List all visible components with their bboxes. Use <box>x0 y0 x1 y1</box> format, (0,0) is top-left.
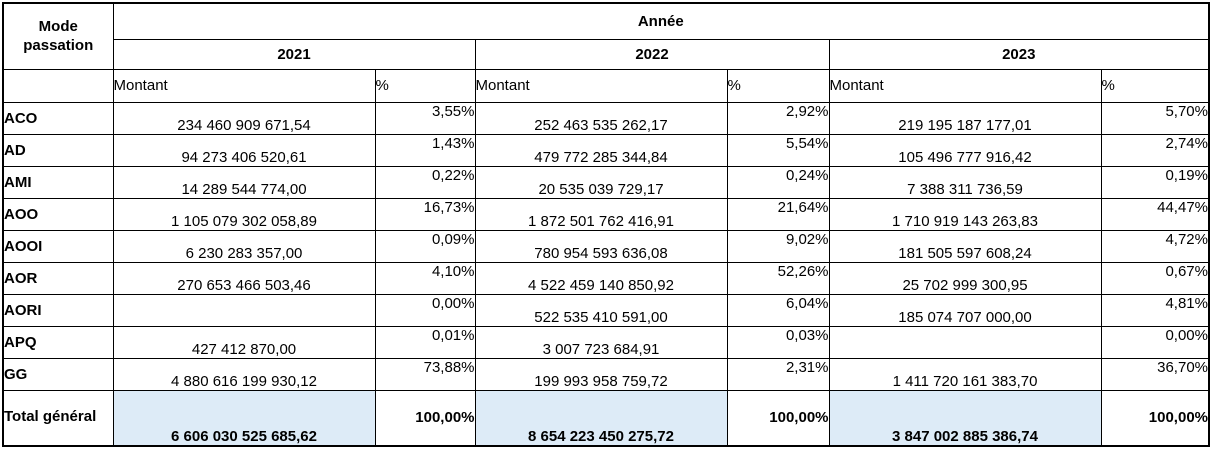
montant-cell: 219 195 187 177,01 <box>828 101 1102 135</box>
montant-cell: 25 702 999 300,95 <box>828 261 1102 295</box>
percent-cell: 6,04% <box>726 293 830 327</box>
year-header-2021: 2021 <box>112 38 476 70</box>
percent-cell: 0,09% <box>374 229 476 263</box>
percent-cell: 21,64% <box>726 197 830 231</box>
mode-cell: APQ <box>2 325 114 359</box>
corner-header-mode-passation: Mode passation <box>2 2 114 70</box>
percent-cell: 0,24% <box>726 165 830 199</box>
table-row: Montant % Montant % Montant % <box>2 68 1210 103</box>
table-row-aoo: AOO 1 105 079 302 058,89 16,73% 1 872 50… <box>2 197 1210 231</box>
percent-cell: 73,88% <box>374 357 476 391</box>
montant-cell: 7 388 311 736,59 <box>828 165 1102 199</box>
total-label-cell: Total général <box>2 389 114 447</box>
montant-cell: 780 954 593 636,08 <box>474 229 728 263</box>
percent-cell: 16,73% <box>374 197 476 231</box>
mode-cell: GG <box>2 357 114 391</box>
mode-cell: ACO <box>2 101 114 135</box>
percent-cell: 0,19% <box>1100 165 1210 199</box>
total-percent-cell: 100,00% <box>1100 389 1210 447</box>
percent-cell: 2,31% <box>726 357 830 391</box>
percent-cell: 36,70% <box>1100 357 1210 391</box>
montant-cell: 185 074 707 000,00 <box>828 293 1102 327</box>
percent-cell: 5,54% <box>726 133 830 167</box>
percent-cell: 52,26% <box>726 261 830 295</box>
total-montant-cell: 3 847 002 885 386,74 <box>828 389 1102 447</box>
percent-cell: 0,00% <box>1100 325 1210 359</box>
montant-cell: 479 772 285 344,84 <box>474 133 728 167</box>
montant-cell: 270 653 466 503,46 <box>112 261 376 295</box>
percent-cell: 4,72% <box>1100 229 1210 263</box>
percent-cell: 44,47% <box>1100 197 1210 231</box>
montant-cell: 6 230 283 357,00 <box>112 229 376 263</box>
total-montant-cell: 8 654 223 450 275,72 <box>474 389 728 447</box>
montant-cell: 1 105 079 302 058,89 <box>112 197 376 231</box>
mode-cell: AD <box>2 133 114 167</box>
mode-cell: AOR <box>2 261 114 295</box>
percent-cell: 4,81% <box>1100 293 1210 327</box>
montant-cell: 105 496 777 916,42 <box>828 133 1102 167</box>
montant-cell: 427 412 870,00 <box>112 325 376 359</box>
table-row: 2021 2022 2023 <box>3 38 1210 70</box>
mode-cell: AMI <box>2 165 114 199</box>
percent-cell: 0,01% <box>374 325 476 359</box>
table-row-ami: AMI 14 289 544 774,00 0,22% 20 535 039 7… <box>2 165 1210 199</box>
montant-cell: 522 535 410 591,00 <box>474 293 728 327</box>
percent-header-2021: % <box>374 68 476 103</box>
montant-cell: 1 411 720 161 383,70 <box>828 357 1102 391</box>
montant-cell: 252 463 535 262,17 <box>474 101 728 135</box>
montant-cell: 1 710 919 143 263,83 <box>828 197 1102 231</box>
total-percent-cell: 100,00% <box>726 389 830 447</box>
percent-cell: 0,67% <box>1100 261 1210 295</box>
montant-header-2021: Montant <box>112 68 376 103</box>
percent-cell: 1,43% <box>374 133 476 167</box>
table-row-total: Total général 6 606 030 525 685,62 100,0… <box>2 389 1210 447</box>
montant-cell: 4 880 616 199 930,12 <box>112 357 376 391</box>
mode-cell: AORI <box>2 293 114 327</box>
total-montant-cell: 6 606 030 525 685,62 <box>112 389 376 447</box>
empty-corner-cell <box>2 68 114 103</box>
mode-cell: AOO <box>2 197 114 231</box>
percent-cell: 4,10% <box>374 261 476 295</box>
table-row-aor: AOR 270 653 466 503,46 4,10% 4 522 459 1… <box>2 261 1210 295</box>
montant-cell: 234 460 909 671,54 <box>112 101 376 135</box>
percent-cell: 9,02% <box>726 229 830 263</box>
percent-cell: 0,22% <box>374 165 476 199</box>
percent-cell: 3,55% <box>374 101 476 135</box>
montant-cell: 199 993 958 759,72 <box>474 357 728 391</box>
montant-cell: 181 505 597 608,24 <box>828 229 1102 263</box>
montant-header-2022: Montant <box>474 68 728 103</box>
percent-cell: 2,74% <box>1100 133 1210 167</box>
montant-cell: 14 289 544 774,00 <box>112 165 376 199</box>
group-header-annee: Année <box>112 2 1210 40</box>
table-row-ad: AD 94 273 406 520,61 1,43% 479 772 285 3… <box>2 133 1210 167</box>
montant-cell <box>112 293 376 327</box>
percent-cell: 0,00% <box>374 293 476 327</box>
table-row-aooi: AOOI 6 230 283 357,00 0,09% 780 954 593 … <box>2 229 1210 263</box>
table-row-gg: GG 4 880 616 199 930,12 73,88% 199 993 9… <box>2 357 1210 391</box>
montant-cell: 20 535 039 729,17 <box>474 165 728 199</box>
year-header-2023: 2023 <box>828 38 1210 70</box>
percent-cell: 2,92% <box>726 101 830 135</box>
montant-cell: 4 522 459 140 850,92 <box>474 261 728 295</box>
total-percent-cell: 100,00% <box>374 389 476 447</box>
montant-cell <box>828 325 1102 359</box>
montant-header-2023: Montant <box>828 68 1102 103</box>
table-row-aco: ACO 234 460 909 671,54 3,55% 252 463 535… <box>2 101 1210 135</box>
year-header-2022: 2022 <box>474 38 830 70</box>
table-row-aori: AORI 0,00% 522 535 410 591,00 6,04% 185 … <box>2 293 1210 327</box>
percent-header-2022: % <box>726 68 830 103</box>
percent-header-2023: % <box>1100 68 1210 103</box>
table-row-apq: APQ 427 412 870,00 0,01% 3 007 723 684,9… <box>2 325 1210 359</box>
mode-passation-pivot-table: Mode passation Année 2021 2022 2023 Mont… <box>2 2 1210 447</box>
montant-cell: 94 273 406 520,61 <box>112 133 376 167</box>
table-row: Mode passation Année <box>2 2 1210 70</box>
percent-cell: 0,03% <box>726 325 830 359</box>
montant-cell: 3 007 723 684,91 <box>474 325 728 359</box>
percent-cell: 5,70% <box>1100 101 1210 135</box>
montant-cell: 1 872 501 762 416,91 <box>474 197 728 231</box>
mode-cell: AOOI <box>2 229 114 263</box>
